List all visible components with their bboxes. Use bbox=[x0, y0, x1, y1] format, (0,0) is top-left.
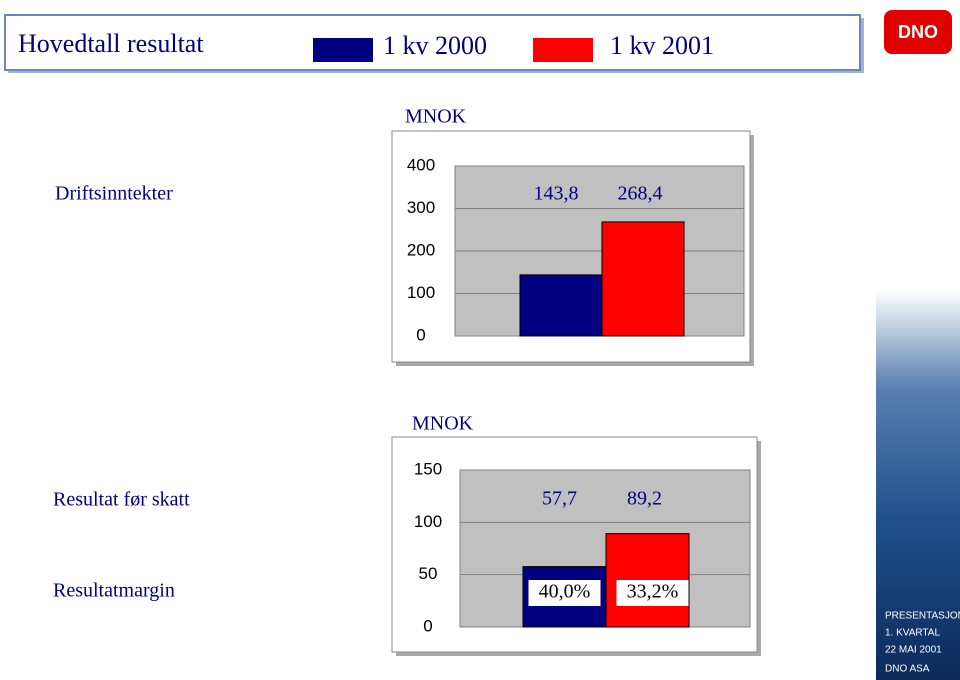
margin-label: 40,0% bbox=[539, 581, 591, 603]
y-tick-label: 150 bbox=[414, 459, 442, 478]
y-tick-label: 300 bbox=[407, 198, 435, 217]
y-tick-label: 0 bbox=[416, 325, 425, 344]
legend-swatch bbox=[313, 38, 373, 62]
chart-title: MNOK bbox=[412, 413, 474, 435]
footer-text: 22 MAI 2001 bbox=[885, 645, 942, 656]
chart-title: MNOK bbox=[405, 106, 467, 128]
value-label: 143,8 bbox=[534, 183, 579, 205]
row-label: Driftsinntekter bbox=[55, 183, 173, 205]
value-label: 57,7 bbox=[542, 488, 577, 510]
y-tick-label: 50 bbox=[419, 564, 438, 583]
photo bbox=[876, 290, 960, 680]
y-tick-label: 0 bbox=[423, 616, 432, 635]
y-tick-label: 100 bbox=[407, 283, 435, 302]
legend-label: 1 kv 2000 bbox=[383, 31, 487, 60]
value-label: 268,4 bbox=[618, 183, 663, 205]
margin-label-bg bbox=[616, 580, 689, 606]
slide-title: Hovedtall resultat bbox=[18, 29, 204, 58]
legend-swatch bbox=[533, 38, 593, 62]
y-tick-label: 400 bbox=[407, 155, 435, 174]
value-label: 89,2 bbox=[627, 488, 662, 510]
bar bbox=[601, 221, 685, 337]
y-tick-label: 200 bbox=[407, 240, 435, 259]
row-label: Resultat før skatt bbox=[53, 489, 190, 511]
footer-text: DNO ASA bbox=[885, 664, 930, 675]
margin-label-bg bbox=[528, 580, 601, 606]
bar bbox=[519, 274, 603, 337]
y-tick-label: 100 bbox=[414, 512, 442, 531]
legend-label: 1 kv 2001 bbox=[610, 31, 714, 60]
footer-text: 1. KVARTAL bbox=[885, 628, 940, 639]
logo-bg bbox=[884, 10, 952, 54]
row-label: Resultatmargin bbox=[53, 580, 175, 602]
footer-text: PRESENTASJON bbox=[885, 611, 960, 622]
margin-label: 33,2% bbox=[627, 581, 679, 603]
logo: DNO bbox=[898, 22, 938, 42]
header-box bbox=[4, 14, 861, 71]
